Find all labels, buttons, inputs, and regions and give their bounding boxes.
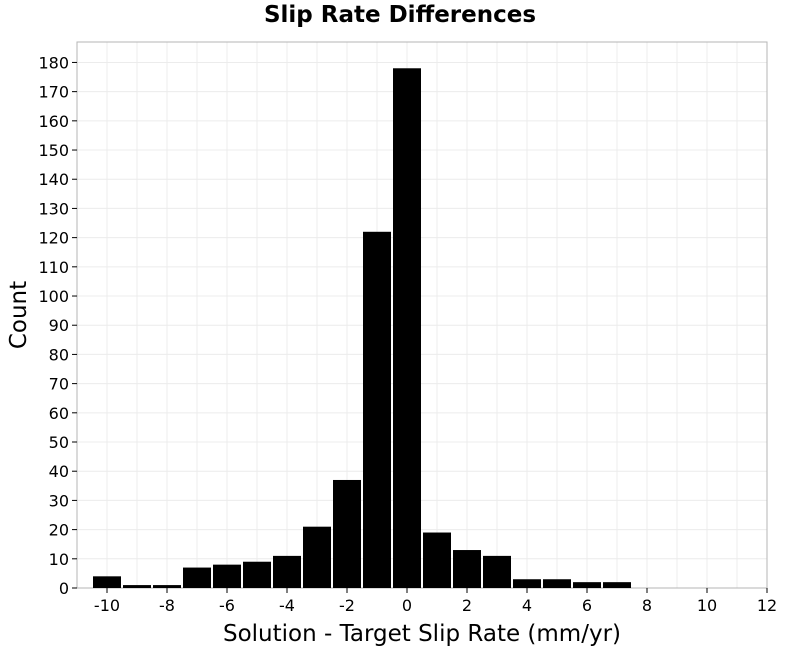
x-tick-label: -6 [219,596,235,615]
y-tick-label: 150 [38,141,69,160]
x-tick-label: 2 [462,596,472,615]
bar [363,231,391,588]
x-tick-label: 12 [757,596,777,615]
bar [513,579,541,588]
bar [213,564,241,588]
x-tick-label: -2 [339,596,355,615]
bar [153,585,181,588]
y-tick-label: 10 [49,550,69,569]
grid [76,42,768,589]
chart-title: Slip Rate Differences [263,2,537,28]
bars [93,68,631,588]
bar [93,576,121,588]
x-tick-label: 6 [582,596,592,615]
y-tick-label: 40 [49,462,69,481]
bar [183,567,211,588]
y-tick-label: 70 [49,375,69,394]
plot-area [76,41,768,589]
x-tick-label: -10 [94,596,120,615]
y-tick-label: 30 [49,491,69,510]
x-tick-label: 8 [642,596,652,615]
y-tick-label: 180 [38,53,69,72]
bar [423,532,451,588]
y-tick-label: 160 [38,112,69,131]
x-tick-label: -4 [279,596,295,615]
bar [573,582,601,588]
y-tick-label: 130 [38,199,69,218]
bar [333,479,361,588]
x-axis-title: Solution - Target Slip Rate (mm/yr) [223,621,621,647]
y-tick-label: 110 [38,258,69,277]
x-tick-label: -8 [159,596,175,615]
x-tick-label: 0 [402,596,412,615]
x-tick-label: 10 [697,596,717,615]
y-tick-label: 170 [38,83,69,102]
y-tick-label: 60 [49,404,69,423]
bar [483,555,511,588]
y-tick-label: 0 [59,579,69,598]
bar [303,526,331,588]
bar [393,68,421,588]
y-tick-label: 100 [38,287,69,306]
y-tick-label: 20 [49,521,69,540]
y-tick-label: 90 [49,316,69,335]
bar [123,585,151,588]
bar [603,582,631,588]
y-tick-label: 50 [49,433,69,452]
ticks: -10 -8 -6 -4 -2 0 2 4 6 8 10 1201020304050607080901… [38,53,777,615]
y-tick-label: 80 [49,345,69,364]
bar [543,579,571,588]
y-tick-label: 120 [38,229,69,248]
bar [273,555,301,588]
x-tick-label: 4 [522,596,532,615]
bar [243,561,271,588]
y-axis-title: Count [6,281,32,349]
y-tick-label: 140 [38,170,69,189]
bar [453,550,481,588]
